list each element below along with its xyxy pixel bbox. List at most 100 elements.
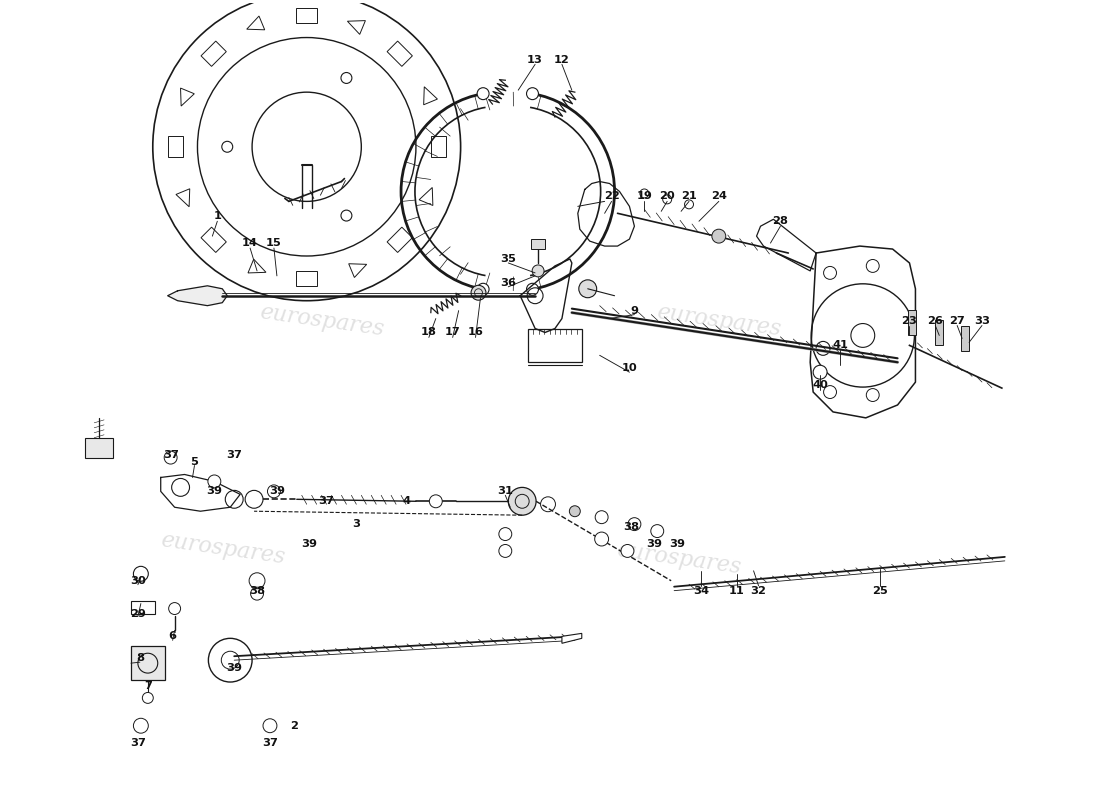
Text: 8: 8 bbox=[136, 653, 144, 663]
Text: 17: 17 bbox=[444, 327, 461, 338]
Text: eurospares: eurospares bbox=[158, 530, 286, 569]
Text: 5: 5 bbox=[190, 457, 198, 466]
Text: 1: 1 bbox=[213, 211, 221, 222]
Text: 21: 21 bbox=[681, 191, 697, 202]
Text: 11: 11 bbox=[729, 586, 745, 596]
Text: 37: 37 bbox=[262, 738, 278, 748]
Polygon shape bbox=[167, 286, 228, 306]
Polygon shape bbox=[131, 646, 165, 680]
Text: 2: 2 bbox=[290, 721, 298, 730]
Polygon shape bbox=[757, 219, 816, 271]
Text: 34: 34 bbox=[693, 586, 708, 596]
Circle shape bbox=[532, 265, 544, 277]
Text: 7: 7 bbox=[144, 681, 152, 691]
Text: 38: 38 bbox=[624, 522, 639, 532]
Polygon shape bbox=[531, 239, 544, 249]
Text: 16: 16 bbox=[468, 327, 484, 338]
Polygon shape bbox=[86, 438, 113, 458]
Circle shape bbox=[816, 342, 831, 355]
Polygon shape bbox=[961, 326, 969, 351]
Circle shape bbox=[651, 525, 663, 538]
Text: 29: 29 bbox=[130, 609, 146, 618]
Text: 37: 37 bbox=[163, 450, 178, 460]
Text: 6: 6 bbox=[168, 631, 177, 642]
Text: 12: 12 bbox=[554, 55, 570, 66]
Text: 37: 37 bbox=[319, 496, 334, 506]
Text: 38: 38 bbox=[249, 586, 265, 596]
Polygon shape bbox=[562, 634, 582, 643]
Circle shape bbox=[813, 366, 827, 379]
Circle shape bbox=[621, 545, 634, 558]
Text: 41: 41 bbox=[832, 340, 848, 350]
Text: 39: 39 bbox=[268, 486, 285, 496]
Text: 39: 39 bbox=[669, 539, 685, 549]
Polygon shape bbox=[520, 259, 572, 333]
Polygon shape bbox=[811, 246, 915, 418]
Text: 10: 10 bbox=[621, 363, 637, 374]
Circle shape bbox=[527, 283, 538, 295]
Text: 39: 39 bbox=[227, 663, 242, 673]
Circle shape bbox=[662, 195, 672, 204]
Circle shape bbox=[508, 487, 536, 515]
Text: 30: 30 bbox=[130, 576, 146, 586]
Circle shape bbox=[499, 528, 512, 541]
Circle shape bbox=[570, 506, 581, 517]
Text: 22: 22 bbox=[604, 191, 619, 202]
Text: eurospares: eurospares bbox=[615, 539, 743, 578]
Text: 32: 32 bbox=[750, 586, 767, 596]
Circle shape bbox=[595, 510, 608, 524]
Circle shape bbox=[263, 718, 277, 733]
Circle shape bbox=[267, 485, 280, 498]
Text: 18: 18 bbox=[421, 327, 437, 338]
Text: 33: 33 bbox=[974, 315, 990, 326]
Text: 37: 37 bbox=[227, 450, 242, 460]
Circle shape bbox=[133, 566, 148, 582]
Circle shape bbox=[133, 718, 148, 733]
Text: 27: 27 bbox=[949, 315, 965, 326]
Text: 37: 37 bbox=[130, 738, 146, 748]
Circle shape bbox=[540, 497, 556, 512]
Text: eurospares: eurospares bbox=[656, 301, 782, 340]
Circle shape bbox=[477, 283, 490, 295]
Circle shape bbox=[595, 532, 608, 546]
Text: 39: 39 bbox=[301, 539, 318, 549]
Circle shape bbox=[142, 693, 153, 703]
Circle shape bbox=[628, 518, 641, 530]
Circle shape bbox=[579, 280, 596, 298]
Text: eurospares: eurospares bbox=[257, 301, 385, 340]
Text: 40: 40 bbox=[812, 380, 828, 390]
Text: 20: 20 bbox=[659, 191, 675, 202]
Text: 31: 31 bbox=[497, 486, 514, 496]
Text: 39: 39 bbox=[207, 486, 222, 496]
Text: 23: 23 bbox=[902, 315, 917, 326]
Polygon shape bbox=[935, 319, 943, 346]
Circle shape bbox=[477, 88, 490, 100]
Circle shape bbox=[471, 286, 486, 300]
Circle shape bbox=[429, 495, 442, 508]
Text: 24: 24 bbox=[711, 191, 727, 202]
Polygon shape bbox=[578, 182, 635, 246]
Text: 14: 14 bbox=[242, 238, 258, 248]
Text: 4: 4 bbox=[402, 496, 410, 506]
Text: 15: 15 bbox=[266, 238, 282, 248]
Circle shape bbox=[208, 475, 221, 488]
Circle shape bbox=[168, 602, 180, 614]
Circle shape bbox=[245, 490, 263, 508]
Circle shape bbox=[249, 573, 265, 589]
Text: 25: 25 bbox=[872, 586, 888, 596]
Circle shape bbox=[499, 545, 512, 558]
Text: 26: 26 bbox=[927, 315, 943, 326]
Text: 36: 36 bbox=[500, 278, 516, 288]
Polygon shape bbox=[161, 474, 240, 511]
Circle shape bbox=[164, 451, 177, 464]
Text: 35: 35 bbox=[500, 254, 516, 264]
Circle shape bbox=[527, 88, 538, 100]
Circle shape bbox=[684, 200, 693, 209]
Text: 3: 3 bbox=[352, 519, 361, 529]
Text: 9: 9 bbox=[630, 306, 638, 316]
Text: 19: 19 bbox=[637, 191, 652, 202]
Text: 28: 28 bbox=[772, 216, 789, 226]
Text: 13: 13 bbox=[527, 55, 543, 66]
Circle shape bbox=[640, 189, 649, 198]
Polygon shape bbox=[909, 310, 916, 335]
